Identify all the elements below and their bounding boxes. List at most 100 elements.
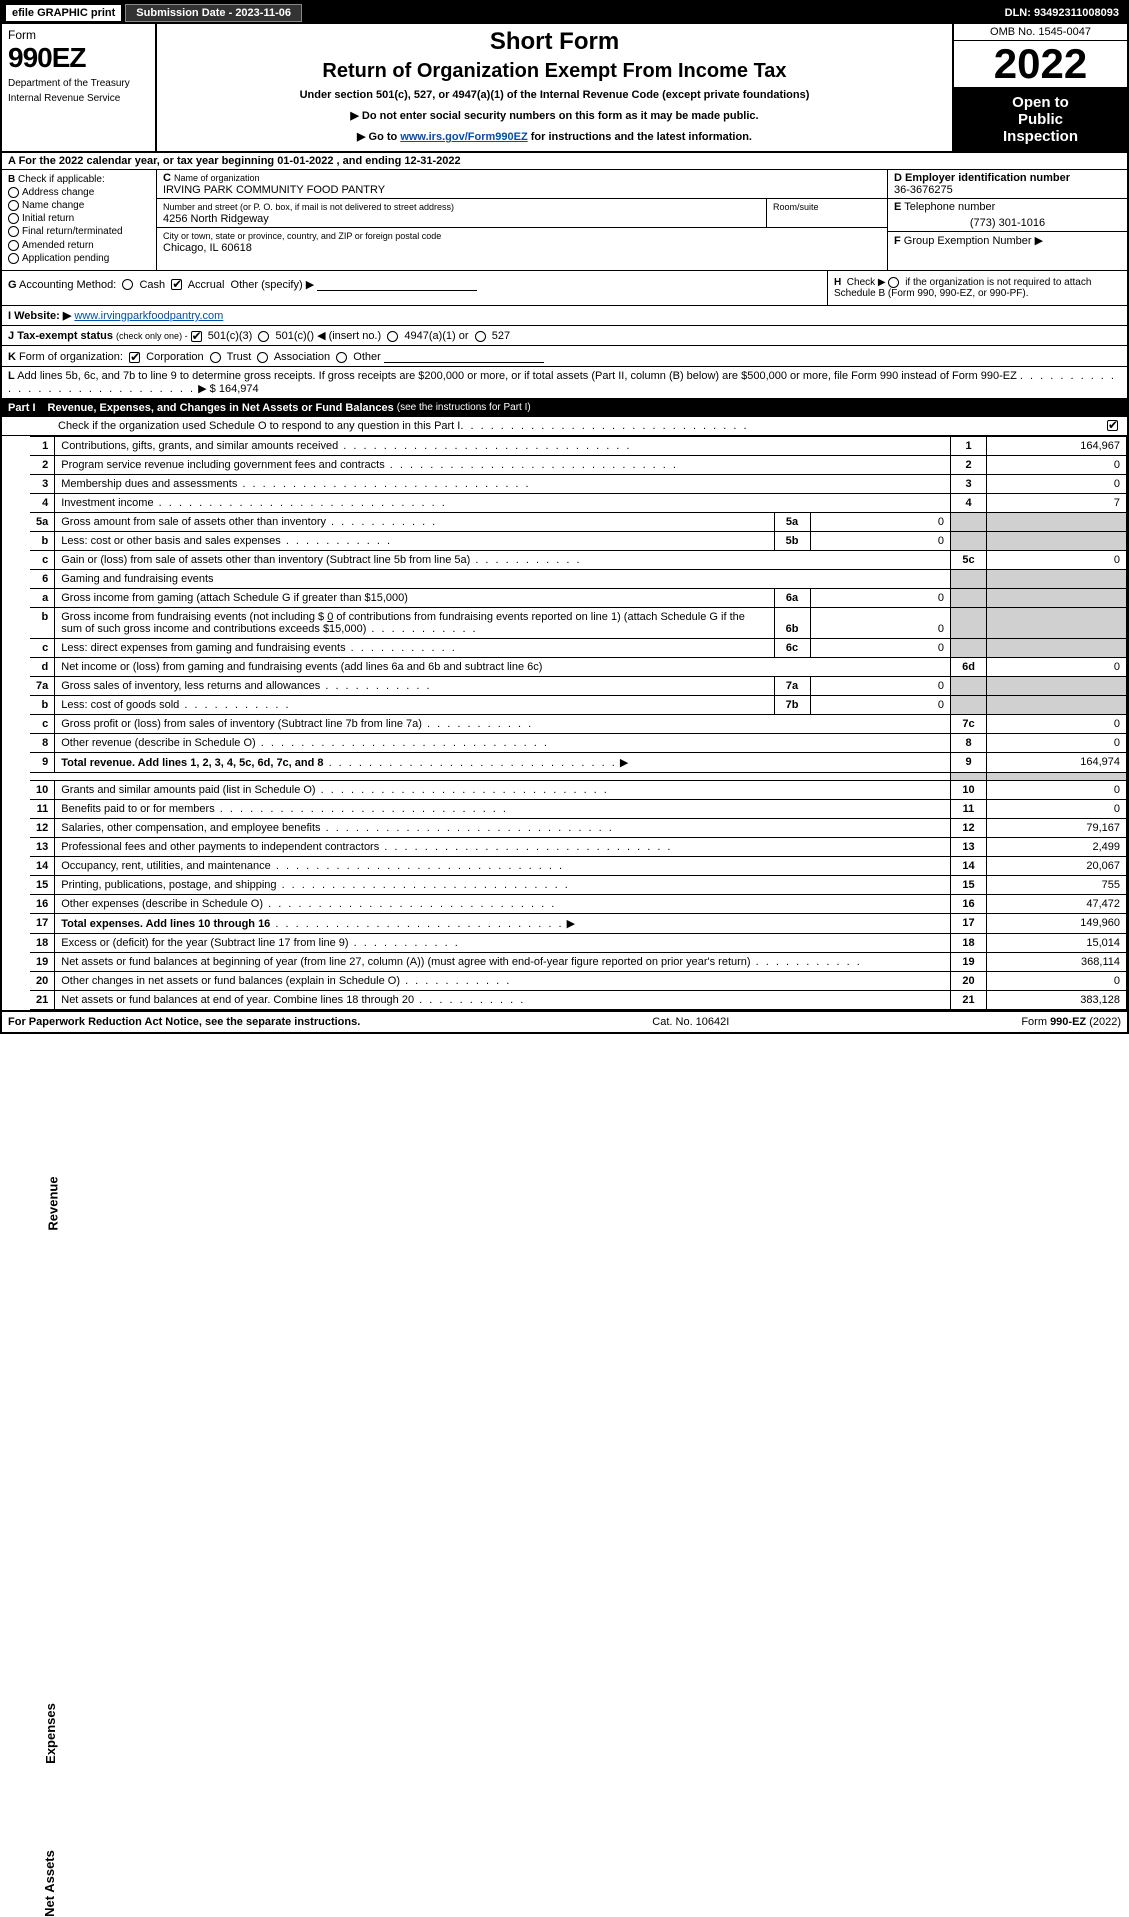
chk-initial-return[interactable]: Initial return	[8, 213, 150, 224]
checkbox-icon	[8, 226, 19, 237]
line-desc: Net assets or fund balances at beginning…	[61, 956, 750, 968]
dots	[154, 497, 447, 509]
d-ein-label: Employer identification number	[905, 172, 1070, 184]
chk-name-change[interactable]: Name change	[8, 200, 150, 211]
row-a-taxyear: A For the 2022 calendar year, or tax yea…	[2, 153, 1127, 170]
inner-value: 0	[810, 677, 950, 695]
page-footer: For Paperwork Reduction Act Notice, see …	[2, 1010, 1127, 1032]
line-5c: cGain or (loss) from sale of assets othe…	[16, 550, 1127, 569]
org-name-value: IRVING PARK COMMUNITY FOOD PANTRY	[163, 184, 385, 196]
section-f: F Group Exemption Number ▶	[888, 232, 1127, 270]
website-link[interactable]: www.irvingparkfoodpantry.com	[74, 310, 223, 322]
dots	[385, 459, 678, 471]
chk-application-pending[interactable]: Application pending	[8, 253, 150, 264]
dots	[366, 623, 477, 635]
line-value: 164,974	[987, 752, 1127, 772]
header-left: Form 990EZ Department of the Treasury In…	[2, 24, 157, 151]
chk-final-return[interactable]: Final return/terminated	[8, 226, 150, 237]
expenses-side-label: Expenses	[43, 1703, 58, 1764]
line-11: 11Benefits paid to or for members110	[16, 799, 1127, 818]
line-9: 9Total revenue. Add lines 1, 2, 3, 4, 5c…	[16, 752, 1127, 772]
dots	[414, 994, 525, 1006]
footer-form-pre: Form	[1021, 1016, 1050, 1028]
f-arrow: ▶	[1035, 235, 1043, 247]
line-18: 18Excess or (deficit) for the year (Subt…	[16, 933, 1127, 952]
line-desc: Salaries, other compensation, and employ…	[61, 822, 320, 834]
chk-corporation[interactable]	[129, 352, 140, 363]
line-desc: Net income or (loss) from gaming and fun…	[61, 661, 542, 673]
row-j-taxexempt: J Tax-exempt status (check only one) - 5…	[2, 326, 1127, 346]
line-value: 0	[987, 550, 1127, 569]
i-label: I	[8, 310, 11, 322]
footer-left: For Paperwork Reduction Act Notice, see …	[8, 1016, 360, 1028]
dots	[326, 516, 437, 528]
f-label: F	[894, 235, 901, 247]
chk-527[interactable]	[475, 331, 486, 342]
line-desc: Grants and similar amounts paid (list in…	[61, 784, 315, 796]
chk-other-org[interactable]	[336, 352, 347, 363]
checkbox-icon	[8, 213, 19, 224]
line-value: 79,167	[987, 818, 1127, 837]
goto-prefix: ▶ Go to	[357, 131, 400, 143]
opt-501c: 501(c)(	[276, 330, 311, 342]
chk-4947[interactable]	[387, 331, 398, 342]
b-check-label: Check if applicable:	[18, 174, 105, 185]
c-room-box: Room/suite	[767, 199, 887, 227]
open-line2: Public	[958, 111, 1123, 128]
chk-501c[interactable]	[258, 331, 269, 342]
dln-number: DLN: 93492311008093	[1005, 7, 1127, 19]
part1-table: 1Contributions, gifts, grants, and simil…	[2, 436, 1127, 1010]
chk-amended-return[interactable]: Amended return	[8, 240, 150, 251]
form-header: Form 990EZ Department of the Treasury In…	[2, 24, 1127, 153]
line-value: 47,472	[987, 894, 1127, 913]
goto-suffix: for instructions and the latest informat…	[528, 131, 752, 143]
line-14: 14Occupancy, rent, utilities, and mainte…	[16, 856, 1127, 875]
line-desc: Gain or (loss) from sale of assets other…	[61, 554, 470, 566]
chk-schedule-o[interactable]	[1107, 420, 1118, 431]
dots	[237, 478, 530, 490]
line-value: 0	[987, 780, 1127, 799]
omb-number: OMB No. 1545-0047	[954, 24, 1127, 41]
chk-accrual[interactable]	[171, 279, 182, 290]
line-desc: Net assets or fund balances at end of ye…	[61, 994, 414, 1006]
chk-association[interactable]	[257, 352, 268, 363]
part1-title: Revenue, Expenses, and Changes in Net As…	[48, 402, 394, 414]
dots	[751, 956, 862, 968]
dots	[379, 841, 672, 853]
line-value: 164,967	[987, 436, 1127, 455]
i-website-label: Website: ▶	[14, 310, 71, 322]
other-org-line	[384, 349, 544, 363]
chk-h[interactable]	[888, 277, 899, 288]
line-6: 6Gaming and fundraising events	[16, 569, 1127, 588]
line-value: 149,960	[987, 913, 1127, 933]
irs-label: Internal Revenue Service	[8, 93, 149, 104]
line-6c: cLess: direct expenses from gaming and f…	[16, 638, 1127, 657]
chk-501c3[interactable]	[191, 331, 202, 342]
chk-address-change[interactable]: Address change	[8, 187, 150, 198]
dots	[277, 879, 570, 891]
b-label: B	[8, 174, 15, 185]
line-desc: Investment income	[61, 497, 153, 509]
irs-link[interactable]: www.irs.gov/Form990EZ	[400, 131, 527, 143]
form-number: 990EZ	[8, 42, 149, 74]
other-specify-line	[317, 277, 477, 291]
opt-501c-suffix: ) ◀ (insert no.)	[310, 330, 381, 342]
line-4: 4Investment income47	[16, 493, 1127, 512]
header-right: OMB No. 1545-0047 2022 Open to Public In…	[952, 24, 1127, 151]
line-value: 0	[987, 714, 1127, 733]
inner-value: 0	[810, 639, 950, 657]
line-5b: bLess: cost or other basis and sales exp…	[16, 531, 1127, 550]
k-formorg-label: Form of organization:	[19, 351, 123, 363]
line-value: 755	[987, 875, 1127, 894]
dots	[400, 975, 511, 987]
chk-label: Final return/terminated	[22, 227, 123, 238]
line-21: 21Net assets or fund balances at end of …	[16, 990, 1127, 1009]
line-7a: 7aGross sales of inventory, less returns…	[16, 676, 1127, 695]
dots	[179, 699, 290, 711]
footer-form-num: 990-EZ	[1050, 1016, 1086, 1028]
line-17: 17Total expenses. Add lines 10 through 1…	[16, 913, 1127, 933]
chk-label: Initial return	[22, 213, 74, 224]
chk-label: Name change	[22, 200, 84, 211]
chk-trust[interactable]	[210, 352, 221, 363]
chk-cash[interactable]	[122, 279, 133, 290]
